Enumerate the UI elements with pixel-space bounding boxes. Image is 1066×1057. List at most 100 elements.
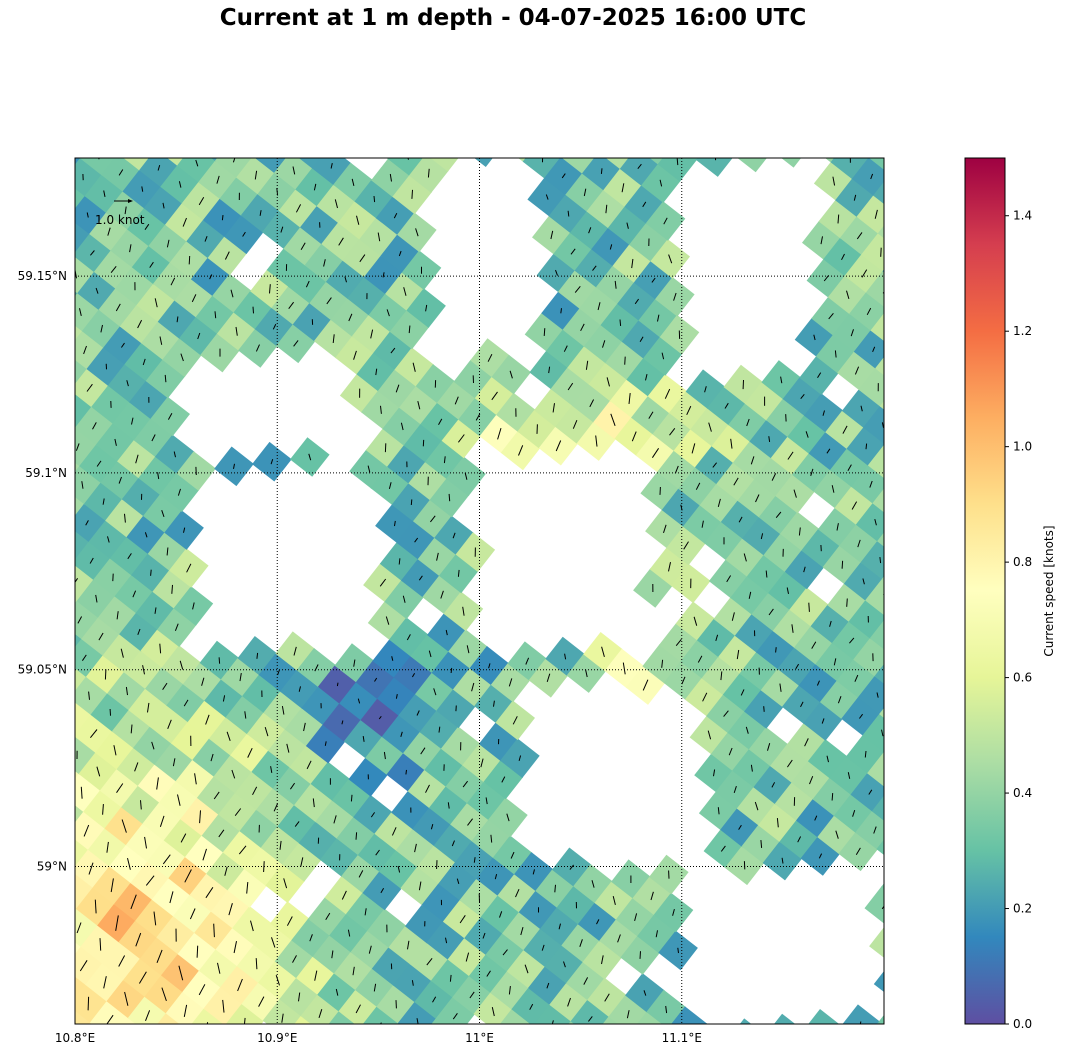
current-arrow [498,123,502,128]
current-arrow [87,996,90,1011]
current-arrow [230,289,234,298]
speed-cell [75,368,110,408]
current-arrow [69,234,72,238]
speed-cell [75,255,96,294]
current-arrow [397,865,401,873]
speed-cell [877,532,884,547]
current-arrow [157,164,161,171]
current-arrow [520,138,522,147]
current-arrow [614,280,617,289]
current-arrow [384,137,388,143]
speed-cell [870,313,884,342]
current-arrow [167,413,173,420]
current-arrow [256,652,259,659]
current-arrow [47,829,50,841]
current-arrow [639,951,641,959]
speed-cell [853,637,884,677]
current-arrow [58,599,59,608]
current-arrow [890,497,894,505]
current-arrow [546,982,550,989]
current-arrow [218,829,225,838]
current-arrow [913,996,917,1001]
current-arrow [548,366,551,374]
current-arrow [567,210,570,217]
speed-cell [899,228,939,268]
colorbar-gradient [964,157,1006,1025]
speed-cell [712,116,752,156]
colorbar-ticks: 0.0 0.2 0.4 0.6 0.8 1.0 1.2 1.4 [1005,209,1032,1031]
current-arrow [357,698,361,704]
current-arrow [552,403,555,413]
current-arrow [670,1045,672,1050]
speed-cell [871,795,884,821]
speed-cell [739,1018,752,1024]
current-arrow [916,861,920,867]
current-arrow [367,465,371,473]
current-arrow [760,533,764,540]
speed-cell [890,152,930,192]
speed-cell [22,605,62,645]
current-arrow [250,920,254,932]
current-arrow [130,894,137,910]
speed-cell [750,111,790,151]
current-arrow [438,726,441,733]
current-arrow [233,941,237,954]
colorbar-label: Current speed [knots] [1042,525,1056,656]
current-arrow [190,1043,191,1054]
speed-cell [846,426,884,467]
current-arrow [908,784,909,791]
current-arrow [411,672,416,678]
current-arrow [795,663,800,670]
colorbar-tick-label: 0.2 [1013,902,1032,916]
current-arrow [780,376,783,384]
current-arrow [715,634,719,642]
speed-cell [649,158,665,165]
current-arrow [847,464,852,471]
current-arrow [100,324,103,333]
current-arrow [896,535,898,543]
current-arrow [892,190,894,196]
speed-cell [873,970,884,993]
current-arrow [201,677,205,686]
speed-cell [404,115,444,155]
speed-cell [855,502,884,542]
speed-cell [887,287,927,327]
current-arrow [55,427,58,435]
current-arrow [334,199,338,209]
speed-cell [869,158,870,159]
current-arrow [887,940,891,948]
current-arrow [800,393,805,400]
current-arrow [270,766,273,773]
current-arrow [462,780,468,788]
speed-cell [851,464,884,505]
current-arrow [829,620,832,627]
current-arrow [457,569,460,577]
current-arrow [911,650,912,656]
current-arrow [300,242,306,251]
current-arrow [395,384,400,393]
current-arrow [102,498,105,505]
current-arrow [359,254,366,263]
speed-cell [397,1001,438,1024]
speed-cell [896,363,936,403]
current-arrow [550,230,554,240]
current-arrow [768,608,774,616]
current-arrow [697,655,703,663]
speed-cell [75,392,93,429]
speed-cell [75,638,105,678]
current-arrow [90,729,98,739]
current-arrow [205,714,210,725]
speed-cell [872,488,884,513]
speed-cell [653,104,693,144]
current-arrow [918,243,921,251]
current-arrow [834,350,837,358]
current-arrow [913,206,916,214]
current-arrow [588,1016,593,1022]
current-arrow [242,231,246,237]
current-arrow [707,730,712,740]
current-arrow [95,287,99,294]
current-arrow [866,307,872,316]
speed-cell [75,838,90,869]
current-arrow [643,990,647,996]
